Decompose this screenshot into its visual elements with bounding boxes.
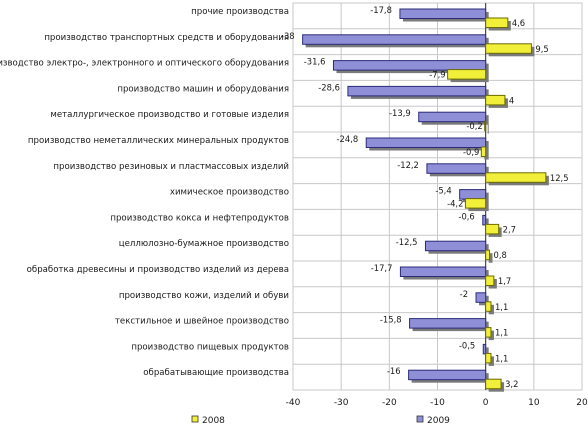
bar-2008: [485, 43, 532, 54]
category-label: металлургическое производство и готовые …: [50, 110, 289, 120]
data-labels: -17,8 4,6 -38 9,5 -31,6 -7,9 -28,6 4 -13,9 -0,2 -2…: [281, 5, 569, 389]
bar-2009: [409, 318, 487, 329]
data-label-2008: 1,1: [495, 302, 508, 312]
legend-label: 2009: [427, 416, 450, 426]
category-label: производство кокса и нефтепродуктов: [110, 213, 289, 223]
x-tick-label: -40: [286, 398, 301, 408]
bar-2008: [485, 249, 491, 261]
bar-2008: [484, 120, 487, 132]
bar-2008: [485, 327, 492, 338]
bar-2009: [424, 240, 487, 252]
data-label-2008: -0,2: [466, 121, 482, 131]
data-label-2008: 4: [509, 95, 514, 105]
bar-2009: [475, 292, 487, 303]
category-label: производство пищевых продуктов: [131, 342, 289, 352]
bar-2008: [480, 146, 487, 157]
x-tick-label: 10: [528, 398, 540, 408]
data-label-2008: 2,7: [503, 224, 516, 234]
bar-2008-shadow: [484, 150, 489, 160]
bar-2009: [408, 369, 487, 381]
category-label: текстильное и швейное производство: [115, 317, 289, 327]
bar-2009: [459, 189, 487, 200]
bar-2009: [332, 60, 487, 71]
category-label: целлюлозно-бумажное производство: [119, 239, 289, 249]
bar-2008: [485, 301, 492, 312]
data-label-2009: -16: [387, 366, 401, 376]
bar-2008: [447, 69, 487, 80]
data-label-2009: -31,6: [304, 57, 326, 67]
bar-2008: [485, 17, 509, 28]
x-tick-label: 20: [576, 398, 588, 408]
data-label-2008: -0,9: [463, 147, 479, 157]
bar-2009: [482, 343, 487, 355]
category-label: производство неметаллических минеральных…: [28, 136, 289, 146]
bar-2009: [482, 214, 487, 226]
x-axis-tick-labels: -40 -30 -20 -10 0 10 20: [286, 398, 588, 408]
category-label: производство кожи, изделий и обуви: [119, 291, 289, 301]
data-label-2008: 12,5: [550, 173, 569, 183]
bar-2008: [485, 275, 495, 286]
data-label-2009: -38: [281, 31, 295, 41]
category-labels: прочие производства производство транспор…: [0, 7, 289, 378]
bar-2008: [485, 378, 502, 390]
data-label-2008: 9,5: [535, 44, 548, 54]
bar-2009: [399, 8, 487, 19]
data-label-2009: -24,8: [337, 134, 359, 144]
bar-2009-shadow: [485, 218, 489, 228]
bar-2008: [485, 352, 492, 364]
bar-2009: [302, 34, 487, 45]
data-label-2008: 1,1: [495, 328, 508, 338]
bar-2009: [365, 137, 487, 148]
category-label: производство транспортных средств и обор…: [44, 33, 289, 43]
category-label: обрабатывающие производства: [143, 368, 289, 378]
bar-2008-shadow: [488, 253, 493, 263]
bar-2008-shadow: [487, 124, 489, 134]
data-label-2009: -12,2: [397, 160, 419, 170]
data-label-2009: -5,4: [435, 186, 451, 196]
bar-2009: [399, 266, 487, 277]
data-label-2009: -17,7: [371, 263, 393, 273]
data-label-2008: 3,2: [505, 379, 518, 389]
x-tick-label: -30: [334, 398, 349, 408]
data-label-2008: 1,1: [495, 353, 508, 363]
category-label: химическое производство: [170, 188, 289, 198]
data-label-2009: -28,6: [318, 82, 340, 92]
bar-2008: [485, 172, 547, 183]
x-tick-label: 0: [483, 398, 489, 408]
data-label-2009: -0,6: [458, 211, 474, 221]
legend: 2008 2009: [191, 415, 450, 426]
data-label-2009: -0,5: [459, 340, 475, 350]
data-label-2009: -2: [460, 289, 468, 299]
data-label-2008: 0,8: [494, 250, 507, 260]
bar-2008: [485, 94, 506, 106]
data-label-2009: -17,8: [370, 5, 392, 15]
legend-label: 2008: [202, 416, 225, 426]
data-label-2009: -12,5: [396, 237, 418, 247]
x-tick-label: -10: [430, 398, 445, 408]
data-label-2008: 4,6: [512, 18, 525, 28]
bar-2008: [464, 198, 487, 209]
data-label-2009: -13,9: [389, 108, 411, 118]
bar-2009: [418, 111, 487, 123]
x-tick-label: -20: [382, 398, 397, 408]
category-label: прочие производства: [191, 7, 289, 17]
legend-swatch: [191, 415, 199, 423]
data-label-2009: -15,8: [380, 315, 402, 325]
data-label-2008: -4,2: [447, 199, 463, 209]
bar-2009: [426, 163, 487, 174]
legend-swatch: [416, 415, 424, 423]
category-label: производство резиновых и пластмассовых и…: [53, 162, 289, 172]
category-label: производство машин и оборудования: [117, 84, 289, 94]
category-label: производство электро-, электронного и оп…: [0, 59, 289, 69]
bar-2008: [485, 223, 500, 235]
bars-layer: [302, 8, 549, 392]
data-label-2008: -7,9: [429, 70, 445, 80]
bar-2009-shadow: [486, 347, 489, 357]
category-label: обработка древесины и производство издел…: [27, 265, 289, 275]
data-label-2008: 1,7: [498, 276, 511, 286]
bar-2009: [347, 85, 487, 97]
